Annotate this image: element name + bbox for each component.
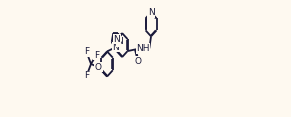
- Text: F: F: [84, 71, 89, 80]
- Text: O: O: [95, 63, 102, 72]
- Text: N: N: [112, 43, 119, 52]
- Text: N: N: [148, 8, 155, 17]
- Text: N: N: [116, 37, 123, 46]
- Text: N: N: [113, 35, 120, 44]
- Text: F: F: [94, 51, 99, 60]
- Text: F: F: [84, 48, 89, 56]
- Text: NH: NH: [136, 44, 150, 53]
- Text: O: O: [134, 57, 141, 66]
